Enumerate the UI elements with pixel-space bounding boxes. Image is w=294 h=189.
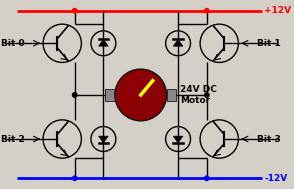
Circle shape (205, 93, 209, 97)
Circle shape (73, 9, 77, 13)
Text: Bit 3: Bit 3 (257, 135, 280, 143)
Text: 24V DC
Motor: 24V DC Motor (180, 85, 217, 105)
Polygon shape (98, 136, 108, 143)
Circle shape (73, 93, 77, 97)
Text: Bit 0: Bit 0 (1, 39, 25, 48)
Text: -12V: -12V (264, 174, 288, 183)
Text: Bit 2: Bit 2 (1, 135, 25, 143)
Circle shape (205, 176, 209, 180)
Text: Bit 1: Bit 1 (257, 39, 280, 48)
Polygon shape (173, 136, 183, 143)
Bar (105, 89, 115, 101)
Circle shape (205, 9, 209, 13)
Circle shape (73, 176, 77, 180)
Circle shape (115, 69, 167, 121)
Text: +12V: +12V (264, 6, 291, 15)
Polygon shape (98, 40, 108, 46)
Bar (167, 89, 176, 101)
Polygon shape (173, 40, 183, 46)
